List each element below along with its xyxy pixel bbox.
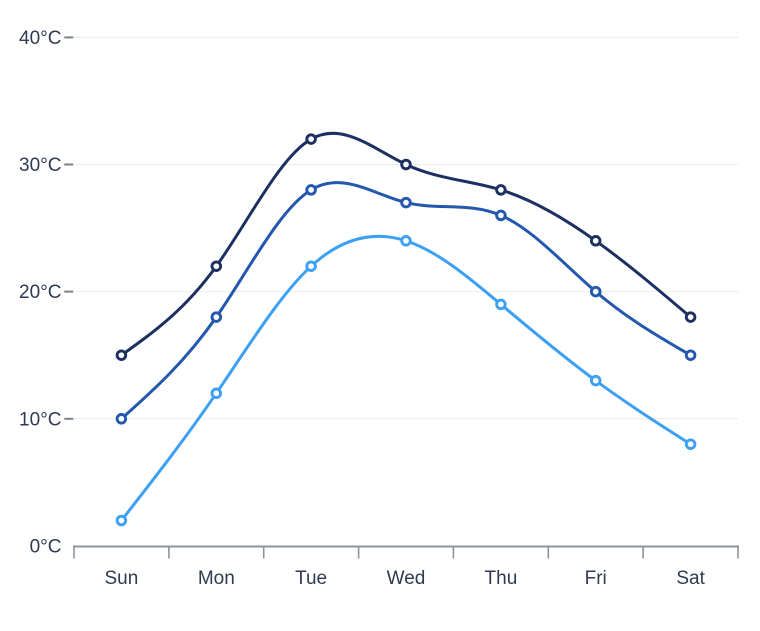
svg-text:Mon: Mon <box>198 568 235 589</box>
svg-text:40°C: 40°C <box>19 28 61 49</box>
svg-text:0°C: 0°C <box>30 536 62 557</box>
svg-text:10°C: 10°C <box>19 409 61 430</box>
svg-text:Wed: Wed <box>387 568 426 589</box>
svg-text:Tue: Tue <box>295 568 327 589</box>
svg-text:Sat: Sat <box>676 568 705 589</box>
svg-text:30°C: 30°C <box>19 155 61 176</box>
svg-text:Sun: Sun <box>104 568 138 589</box>
svg-text:Fri: Fri <box>585 568 607 589</box>
svg-text:Thu: Thu <box>485 568 518 589</box>
svg-text:20°C: 20°C <box>19 282 61 303</box>
